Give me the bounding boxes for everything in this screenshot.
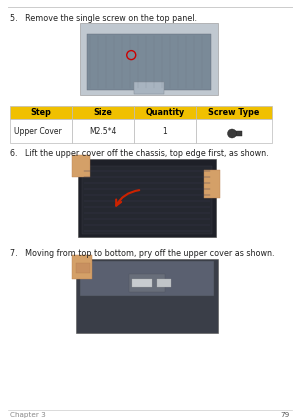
Bar — [157, 278, 171, 286]
Text: Step: Step — [31, 108, 51, 117]
Bar — [134, 119, 196, 143]
Bar — [10, 119, 72, 143]
Bar — [134, 106, 196, 119]
Text: Quantity: Quantity — [146, 108, 184, 117]
Bar — [72, 255, 92, 279]
Bar — [78, 159, 216, 237]
Bar — [232, 131, 242, 136]
Bar — [72, 106, 134, 119]
Bar — [72, 119, 134, 143]
Bar — [196, 106, 272, 119]
Bar — [65, 16, 233, 102]
Text: 5.   Remove the single screw on the top panel.: 5. Remove the single screw on the top pa… — [10, 14, 197, 23]
Bar — [82, 166, 212, 234]
Circle shape — [227, 129, 236, 138]
Bar — [129, 274, 165, 292]
Text: 7.   Moving from top to bottom, pry off the upper cover as shown.: 7. Moving from top to bottom, pry off th… — [10, 249, 274, 258]
Text: 1: 1 — [163, 126, 167, 136]
Bar — [64, 253, 230, 339]
Bar — [64, 153, 230, 243]
Bar — [80, 23, 218, 95]
Text: Upper Cover: Upper Cover — [14, 126, 62, 136]
Bar — [80, 261, 214, 296]
Text: Chapter 3: Chapter 3 — [10, 412, 46, 418]
Text: 79: 79 — [281, 412, 290, 418]
Bar — [132, 278, 152, 286]
Text: M2.5*4: M2.5*4 — [89, 126, 117, 136]
Bar — [10, 106, 72, 119]
Bar — [204, 170, 220, 198]
Text: Size: Size — [94, 108, 112, 117]
Bar — [87, 34, 211, 90]
Bar — [76, 263, 90, 273]
Text: 6.   Lift the upper cover off the chassis, top edge first, as shown.: 6. Lift the upper cover off the chassis,… — [10, 149, 268, 158]
Bar — [72, 155, 90, 177]
Bar — [196, 119, 272, 143]
Text: Screw Type: Screw Type — [208, 108, 260, 117]
Bar — [76, 259, 218, 333]
Bar — [134, 82, 164, 94]
